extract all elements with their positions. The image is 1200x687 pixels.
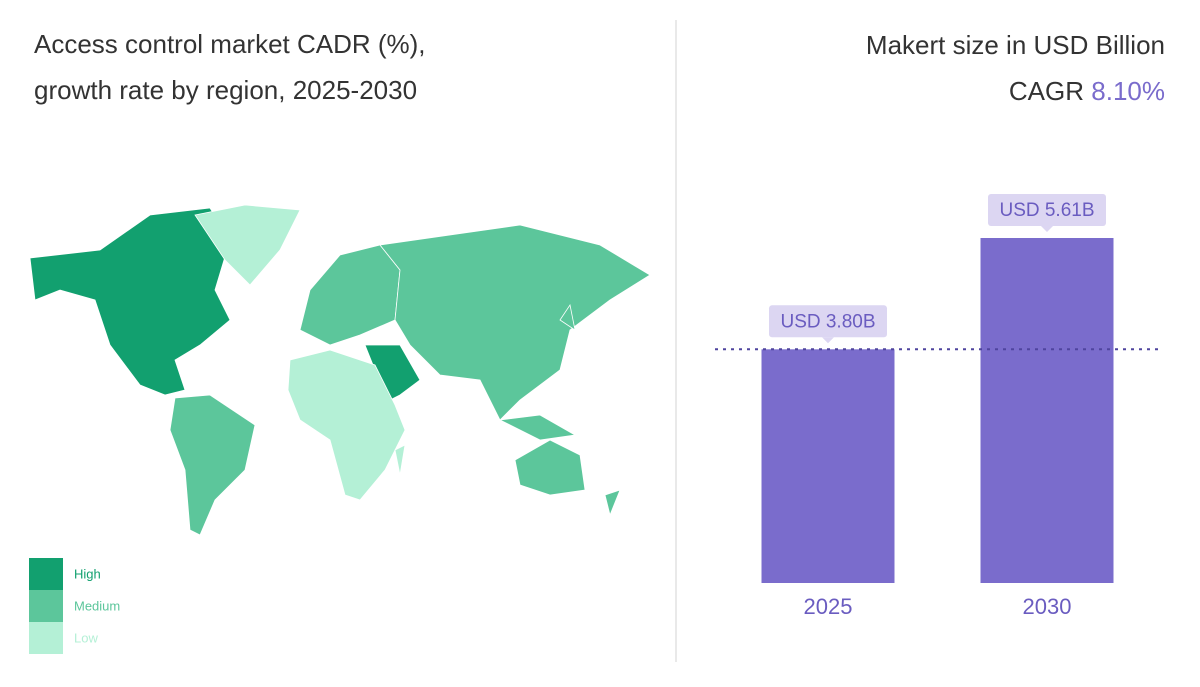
value-label-pointer bbox=[1041, 226, 1053, 232]
map-title-line: Access control market CADR (%), bbox=[34, 29, 426, 59]
value-label-pointer bbox=[822, 337, 834, 344]
north-america bbox=[29, 207, 231, 396]
greenland bbox=[194, 204, 301, 286]
southeast-asia bbox=[498, 414, 577, 441]
legend-swatch bbox=[29, 622, 63, 654]
new-zealand bbox=[604, 489, 621, 517]
legend-label: Low bbox=[74, 630, 98, 645]
bar bbox=[761, 349, 895, 583]
asia bbox=[379, 224, 651, 421]
legend-label: Medium bbox=[74, 598, 120, 613]
madagascar bbox=[394, 444, 406, 476]
bar bbox=[980, 238, 1114, 583]
value-label: USD 5.61B bbox=[999, 200, 1094, 221]
x-tick-label: 2030 bbox=[1023, 594, 1072, 619]
value-label: USD 3.80B bbox=[780, 311, 875, 332]
europe bbox=[299, 244, 401, 346]
japan bbox=[559, 303, 576, 331]
legend: High Medium Low bbox=[29, 558, 120, 654]
legend-swatch bbox=[29, 558, 63, 590]
legend-label: High bbox=[74, 566, 101, 581]
chart-title: Makert size in USD Billion bbox=[866, 30, 1165, 60]
x-tick-label: 2025 bbox=[804, 594, 853, 619]
map-title-line: growth rate by region, 2025-2030 bbox=[34, 75, 417, 105]
value-label-box bbox=[988, 194, 1106, 226]
cagr-label: CAGR bbox=[1009, 76, 1084, 106]
legend-swatch bbox=[29, 590, 63, 622]
cagr: CAGR 8.10% bbox=[1009, 76, 1165, 106]
cagr-value: 8.10% bbox=[1091, 76, 1165, 106]
world-map bbox=[29, 204, 651, 536]
africa bbox=[287, 349, 406, 501]
australia bbox=[514, 439, 586, 496]
south-america bbox=[169, 394, 256, 536]
value-label-box bbox=[769, 305, 887, 338]
